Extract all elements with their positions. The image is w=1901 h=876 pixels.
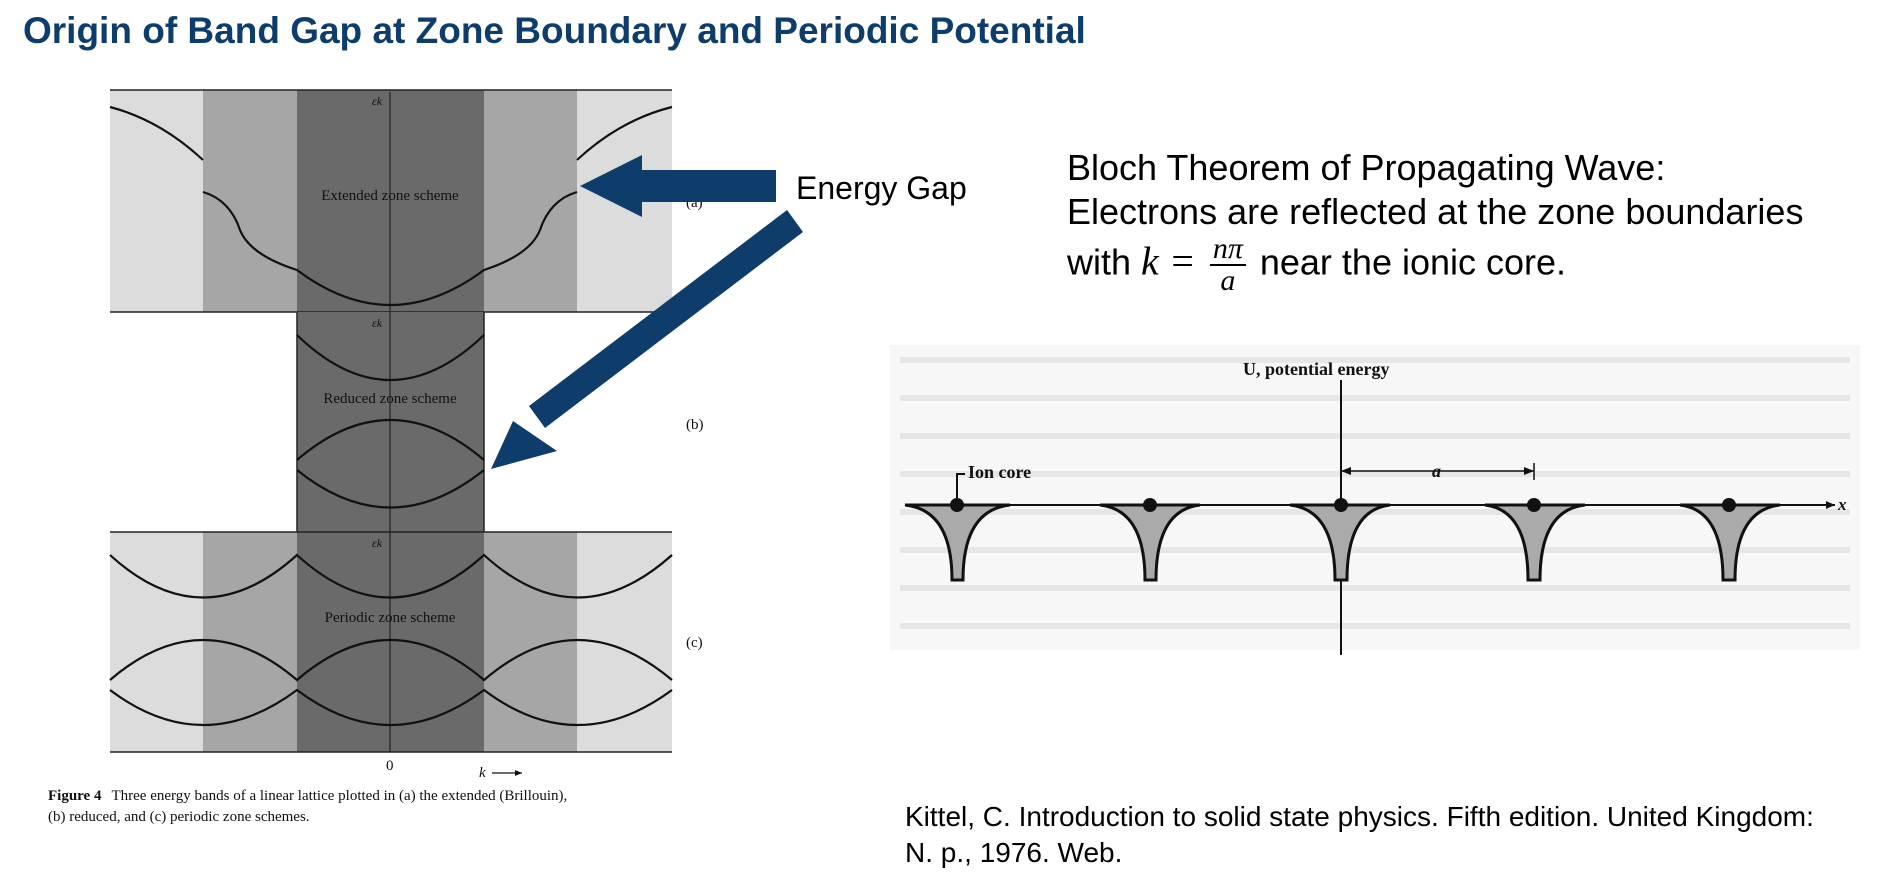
citation: Kittel, C. Introduction to solid state p… <box>905 799 1814 871</box>
bloch-line-2: Electrons are reflected at the zone boun… <box>1067 190 1803 234</box>
ion-core-label: Ion core <box>968 462 1031 482</box>
potential-y-label: U, potential energy <box>1243 359 1389 379</box>
panel-b-reduced <box>297 312 484 532</box>
fraction-denominator: a <box>1210 266 1246 296</box>
bloch-theorem-text: Bloch Theorem of Propagating Wave: Elect… <box>1067 146 1803 296</box>
k-axis-label: k <box>479 765 486 781</box>
energy-gap-label: Energy Gap <box>796 170 967 207</box>
citation-line-1: Kittel, C. Introduction to solid state p… <box>905 799 1814 835</box>
figure-caption-line2: (b) reduced, and (c) periodic zone schem… <box>48 809 310 825</box>
potential-energy-figure <box>890 345 1860 655</box>
k-equation: k = <box>1141 239 1196 284</box>
panel-b-axis-label: εk <box>372 316 383 330</box>
panel-c-scheme-label: Periodic zone scheme <box>325 610 456 626</box>
panel-c-periodic <box>110 532 672 752</box>
panel-b-letter: (b) <box>686 417 704 433</box>
panel-a-axis-label: εk <box>372 94 383 108</box>
n-pi-over-a-fraction: nπ a <box>1210 234 1246 296</box>
citation-line-2: N. p., 1976. Web. <box>905 835 1814 871</box>
bloch-line-3: with k = nπ a near the ionic core. <box>1067 234 1803 296</box>
bloch-line-3-post: near the ionic core. <box>1260 242 1566 283</box>
lattice-spacing-label: a <box>1432 461 1441 481</box>
panel-a-scheme-label: Extended zone scheme <box>321 188 459 204</box>
origin-label: 0 <box>386 758 394 774</box>
figure-caption-line1: Figure 4 Three energy bands of a linear l… <box>48 788 567 804</box>
fraction-numerator: nπ <box>1210 234 1246 266</box>
bloch-line-1: Bloch Theorem of Propagating Wave: <box>1067 146 1803 190</box>
panel-c-axis-label: εk <box>372 536 383 550</box>
panel-c-letter: (c) <box>686 635 703 651</box>
x-axis-label: x <box>1837 495 1847 514</box>
bloch-line-3-pre: with <box>1067 242 1131 283</box>
panel-b-scheme-label: Reduced zone scheme <box>323 391 457 407</box>
